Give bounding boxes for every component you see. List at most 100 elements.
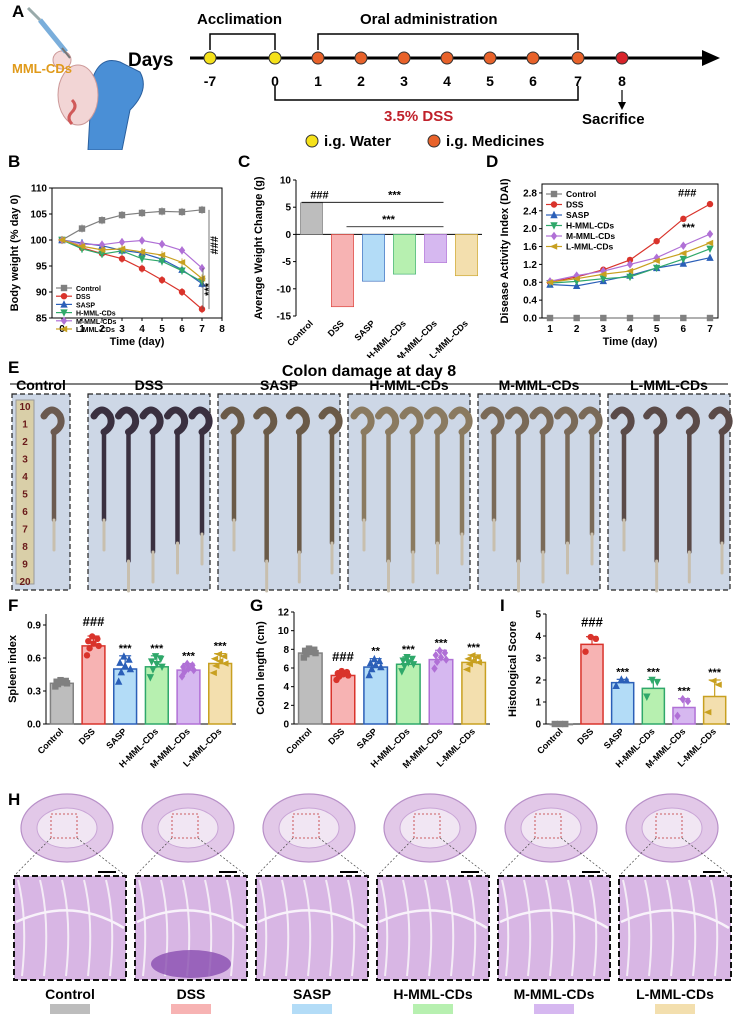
day-label-8: 8 [618, 73, 626, 89]
bar-Control [300, 202, 323, 235]
y-tick-label: 10 [278, 626, 290, 637]
day-dot-7 [571, 51, 585, 65]
sample-point-H-MML-CDs [653, 678, 661, 687]
cecum [708, 406, 733, 436]
sample-point-DSS [592, 635, 600, 643]
data-point-Control [158, 208, 166, 215]
annotation-***: *** [708, 667, 722, 679]
legend-label-H-MML-CDs: H-MML-CDs [566, 221, 614, 231]
data-point-Control [138, 209, 146, 217]
group-label-sasp: SASP [260, 377, 298, 393]
data-point-L-MML-CDs [679, 250, 687, 257]
annotation-***: *** [678, 686, 692, 698]
sample-point-M-MML-CDs [431, 664, 438, 673]
cecum [40, 406, 65, 436]
x-tick-label-DSS: DSS [326, 726, 346, 746]
lumen-m-mml-cds [520, 807, 582, 849]
data-point-DSS [138, 265, 146, 272]
group-label-m-mml-cds: M-MML-CDs [499, 377, 580, 393]
day-dot-6 [526, 51, 540, 65]
day-dot-1 [311, 51, 325, 65]
day-label--7: -7 [204, 73, 217, 89]
x-tick-label: 7 [707, 324, 713, 335]
panel-label-b: B [8, 152, 21, 171]
zoom-region-sasp [292, 813, 320, 839]
data-point-H-MML-CDs [178, 267, 186, 275]
legend-label-DSS: DSS [566, 200, 584, 210]
panel-e-colon-photos: Colon damage at day 8 Control 10 1 2 3 4 5 6 7 8 9… [10, 363, 733, 593]
x-tick-label: 7 [199, 324, 205, 335]
color-swatch-control [50, 1004, 90, 1014]
series-line-DSS [61, 239, 203, 310]
y-tick-label: 0 [283, 720, 289, 731]
day-label-3: 3 [400, 73, 408, 89]
panel-label-d: D [486, 152, 499, 171]
data-point-L-MML-CDs [705, 239, 714, 247]
x-tick-label: 1 [547, 324, 553, 335]
data-point-DSS [626, 256, 634, 264]
y-tick-label: 0.6 [27, 654, 41, 665]
crypt-boundary [523, 879, 532, 977]
y-tick-label: 110 [31, 184, 48, 195]
legend-marker [59, 325, 68, 333]
legend-marker [60, 309, 68, 317]
bar-L-MML-CDs [702, 695, 727, 725]
panel-b-body-weight-chart: 859095100105110012345678Time (day)Body w… [9, 184, 225, 349]
sample-point-DSS [582, 648, 589, 655]
x-tick-label: 8 [219, 324, 225, 335]
annotation-***: *** [388, 189, 402, 201]
ruler-mark: 10 [19, 402, 31, 413]
crypt-boundary [644, 879, 653, 977]
data-point-M-MML-CDs [178, 246, 186, 255]
legend-label-H-MML-CDs: H-MML-CDs [76, 311, 116, 318]
data-point-L-MML-CDs [572, 275, 580, 282]
y-tick-label: 2.8 [523, 188, 537, 199]
crypt-boundary [226, 879, 235, 977]
crypt-boundary [424, 879, 433, 977]
data-point-M-MML-CDs [118, 237, 126, 247]
sample-point-SASP [622, 676, 631, 684]
panel-e-title: Colon damage at day 8 [282, 363, 456, 380]
inflammatory-infiltrate [151, 950, 231, 978]
sample-point-M-MML-CDs [437, 653, 445, 662]
sample-point-H-MML-CDs [147, 658, 156, 666]
day-label-4: 4 [443, 73, 451, 89]
lumen-dss [157, 807, 219, 849]
x-tick-label: 6 [681, 324, 687, 335]
bar-H-MML-CDs [395, 663, 421, 725]
color-swatch-h-mml-cds [413, 1004, 453, 1014]
data-point-L-MML-CDs [137, 248, 146, 256]
photo-box-sasp [217, 393, 341, 591]
mml-cds-label: MML-CDs [12, 61, 72, 76]
y-tick-label: 0.4 [523, 296, 537, 307]
data-point-DSS [178, 288, 186, 296]
acclimation-label: Acclimation [197, 11, 282, 28]
sample-point-SASP [125, 655, 133, 663]
sample-point-DSS [94, 635, 101, 643]
color-swatch-m-mml-cds [534, 1004, 574, 1014]
crypt-boundary [83, 879, 92, 977]
ruler-mark: 2 [22, 437, 28, 448]
sample-point-H-MML-CDs [157, 655, 165, 664]
dss-label: 3.5% DSS [384, 108, 453, 125]
data-point-M-MML-CDs [158, 239, 166, 249]
legend-marker [550, 222, 558, 230]
ruler-mark: 9 [22, 560, 28, 571]
crypt-boundary [61, 879, 70, 977]
y-tick-label: 0.8 [523, 278, 537, 289]
y-axis-label: Disease Activity Index (DAI) [499, 178, 511, 323]
panel-label-a: A [12, 2, 25, 21]
y-axis-label: Average Weight Change (g) [253, 176, 265, 319]
legend-marker [60, 300, 68, 308]
legend-marker [549, 243, 558, 250]
cecum [610, 406, 635, 436]
zoom-image-m-mml-cds [497, 875, 611, 981]
crypt-boundary [468, 879, 477, 977]
sample-point-DSS [587, 633, 594, 641]
sample-point-H-MML-CDs [648, 676, 656, 685]
ruler-mark: 7 [22, 525, 28, 536]
group-label-l-mml-cds: L-MML-CDs [636, 986, 714, 1002]
data-point-Control [653, 314, 660, 322]
zoom-image-sasp [255, 875, 369, 981]
